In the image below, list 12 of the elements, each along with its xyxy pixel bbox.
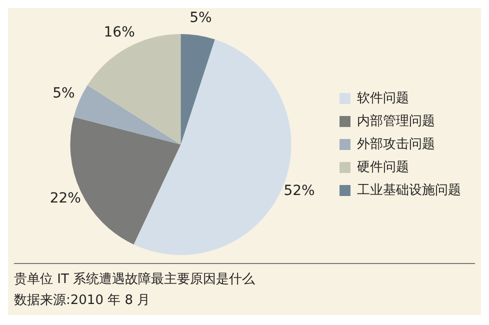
- legend-label: 软件问题: [357, 90, 409, 106]
- data-label: 16%: [104, 24, 135, 40]
- text: 贵单位 IT 系统遭遇故障最主要原因是什么: [14, 271, 256, 288]
- legend-label: 工业基础设施问题: [357, 182, 461, 198]
- source-note: 数据来源:2010 年 8 月: [14, 292, 152, 309]
- data-label: 52%: [284, 183, 315, 200]
- data-label: 5%: [52, 86, 75, 102]
- legend-label: 内部管理问题: [357, 114, 435, 129]
- data-label: 22%: [50, 190, 81, 206]
- legend-label: 外部攻击问题: [357, 136, 435, 152]
- legend-label: 硬件问题: [357, 160, 409, 175]
- data-label: 5%: [190, 10, 212, 26]
